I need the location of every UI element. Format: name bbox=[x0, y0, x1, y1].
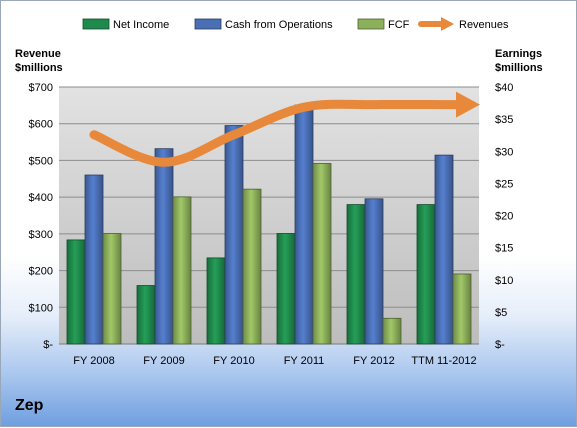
left-tick-label: $- bbox=[43, 339, 53, 351]
bar-cash-from-operations bbox=[434, 154, 454, 345]
right-axis-ticks: $- $5 $10 $15 $20 $25 $30 $35 $40 bbox=[495, 82, 513, 351]
right-tick-label: $30 bbox=[495, 146, 513, 158]
legend-arrow-icon bbox=[441, 17, 454, 31]
legend-swatch bbox=[357, 18, 385, 30]
x-tick-label: FY 2008 bbox=[73, 355, 114, 367]
right-tick-label: $35 bbox=[495, 114, 513, 126]
x-tick-label: TTM 11-2012 bbox=[411, 355, 476, 367]
right-tick-label: $- bbox=[495, 339, 505, 351]
right-tick-label: $5 bbox=[495, 307, 507, 319]
bar-fcf bbox=[102, 233, 122, 345]
x-tick-label: FY 2011 bbox=[284, 355, 325, 367]
company-name: Zep bbox=[15, 397, 44, 414]
bar-cash-from-operations bbox=[154, 148, 174, 345]
right-tick-label: $15 bbox=[495, 243, 513, 255]
bar-fcf bbox=[382, 317, 402, 345]
plot-area bbox=[59, 87, 479, 344]
bar-cash-from-operations bbox=[84, 174, 104, 345]
revenues-line-path bbox=[89, 99, 465, 167]
gridlines bbox=[59, 86, 479, 345]
right-tick-label: $25 bbox=[495, 178, 513, 190]
revenues-arrowhead bbox=[456, 91, 480, 118]
x-axis-labels: FY 2008 FY 2009 FY 2010 FY 2011 FY 2012 TTM 1… bbox=[73, 355, 476, 367]
x-tick-label: FY 2009 bbox=[143, 355, 184, 367]
left-tick-label: $300 bbox=[29, 229, 53, 241]
bars bbox=[66, 104, 472, 345]
revenues-line bbox=[89, 91, 480, 167]
right-tick-label: $20 bbox=[495, 211, 513, 223]
legend-label: Net Income bbox=[113, 19, 169, 31]
left-axis-title-line-2: $millions bbox=[15, 62, 63, 74]
legend: Net Income Cash from Operations FCF Revenue… bbox=[82, 17, 509, 31]
bar-cash-from-operations bbox=[364, 198, 384, 345]
left-tick-label: $200 bbox=[29, 266, 53, 278]
right-tick-label: $10 bbox=[495, 275, 513, 287]
bar-fcf bbox=[452, 273, 472, 345]
bar-net-income bbox=[416, 204, 436, 345]
left-tick-label: $400 bbox=[29, 192, 53, 204]
bar-net-income bbox=[66, 239, 86, 345]
right-axis-title-line-1: Earnings bbox=[495, 48, 542, 60]
left-axis-ticks: $- $100 $200 $300 $400 $500 $600 $700 bbox=[29, 82, 54, 351]
right-tick-label: $40 bbox=[495, 82, 513, 94]
bar-net-income bbox=[346, 204, 366, 345]
bar-net-income bbox=[136, 285, 156, 345]
left-tick-label: $100 bbox=[29, 302, 53, 314]
bar-fcf bbox=[312, 163, 332, 345]
legend-label: Revenues bbox=[459, 19, 509, 31]
bar-fcf bbox=[172, 196, 192, 345]
left-tick-label: $700 bbox=[29, 82, 53, 94]
right-axis-title-line-2: $millions bbox=[495, 62, 543, 74]
bar-fcf bbox=[242, 188, 262, 345]
legend-label: FCF bbox=[388, 19, 410, 31]
legend-swatch bbox=[82, 18, 110, 30]
x-tick-label: FY 2012 bbox=[353, 355, 394, 367]
legend-label: Cash from Operations bbox=[225, 19, 333, 31]
left-tick-label: $600 bbox=[29, 119, 53, 131]
left-tick-label: $500 bbox=[29, 155, 53, 167]
left-axis-title-line-1: Revenue bbox=[15, 48, 61, 60]
bar-cash-from-operations bbox=[224, 125, 244, 345]
legend-swatch bbox=[194, 18, 222, 30]
bar-net-income bbox=[276, 233, 296, 345]
bar-cash-from-operations bbox=[294, 104, 314, 345]
bar-net-income bbox=[206, 257, 226, 345]
x-tick-label: FY 2010 bbox=[213, 355, 254, 367]
